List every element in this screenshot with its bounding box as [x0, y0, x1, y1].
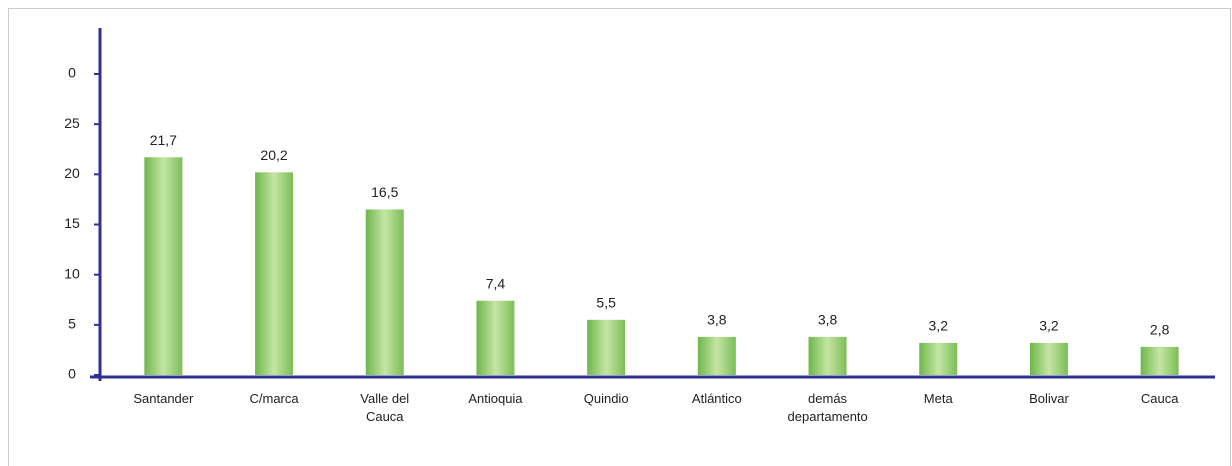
x-tick-label: Quindio [583, 391, 629, 406]
data-label: 3,2 [929, 318, 949, 334]
x-tick-label: Valle del Cauca [360, 391, 410, 424]
bar [1029, 342, 1068, 375]
data-label: 3,8 [818, 312, 838, 328]
x-tick-label: Meta [923, 391, 953, 406]
x-tick-label: Antioquia [468, 391, 523, 406]
x-tick-label: Bolivar [1029, 391, 1069, 406]
y-tick-label: 15 [64, 215, 80, 231]
bar [697, 336, 736, 375]
x-tick-label: Santander [133, 391, 194, 406]
data-label: 3,8 [707, 312, 727, 328]
y-tick-label: 20 [64, 165, 80, 181]
data-label: 21,7 [150, 132, 177, 148]
bar [144, 157, 183, 375]
bar [255, 172, 294, 375]
bar [808, 336, 847, 375]
data-label: 16,5 [371, 184, 398, 200]
bar [587, 319, 626, 375]
y-tick-label: 0 [68, 366, 76, 382]
bar [1140, 346, 1179, 375]
data-label: 3,2 [1039, 318, 1059, 334]
data-label: 5,5 [596, 295, 616, 311]
x-tick-label: Cauca [1140, 391, 1179, 406]
data-label: 2,8 [1150, 322, 1170, 338]
data-label: 7,4 [486, 275, 506, 291]
y-tick-label: 10 [64, 265, 80, 281]
x-tick-label: C/marca [249, 391, 299, 406]
y-tick-label: 5 [68, 316, 76, 332]
bar [919, 342, 958, 375]
bar [476, 300, 515, 375]
x-tick-label: demás departamento [787, 391, 868, 424]
y-tick-label: 25 [64, 115, 80, 131]
bar [365, 209, 404, 375]
y-tick-label: 0 [68, 65, 76, 81]
frame [8, 8, 1231, 466]
x-tick-label: Atlántico [691, 391, 742, 406]
data-label: 20,2 [260, 147, 287, 163]
